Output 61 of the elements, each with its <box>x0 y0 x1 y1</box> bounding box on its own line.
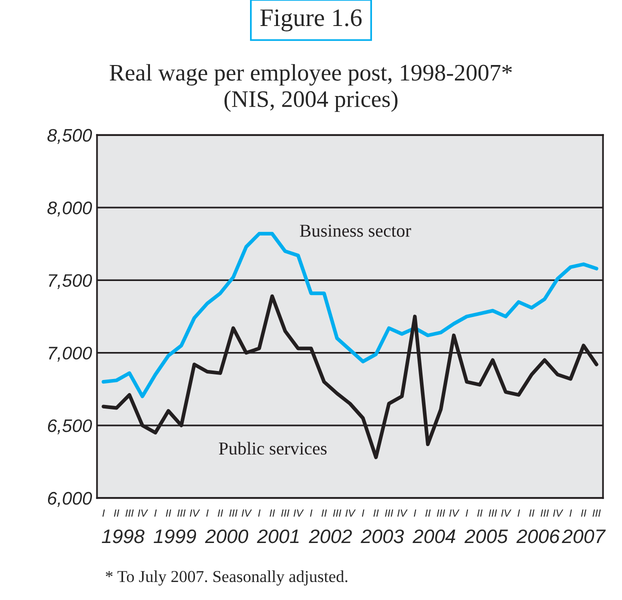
x-tick-label: IV <box>294 509 304 517</box>
x-tick-label: III <box>281 509 290 517</box>
x-tick-label: I <box>414 509 416 517</box>
x-tick-label: III <box>540 509 549 517</box>
y-tick-label: 6,500 <box>48 419 92 434</box>
line-series <box>102 294 598 460</box>
x-tick-label: II <box>166 509 172 517</box>
x-tick-label: II <box>218 509 224 517</box>
x-tick-label: III <box>436 509 446 517</box>
text: 2001 <box>256 529 299 544</box>
text: 2000 <box>205 529 248 544</box>
y-tick-label: 6,000 <box>48 492 92 507</box>
x-tick-label: II <box>477 509 483 517</box>
x-tick-label: IV <box>242 509 252 517</box>
x-tick-label: II <box>114 509 120 517</box>
text: 2002 <box>308 529 352 544</box>
x-tick-label: III <box>126 509 134 517</box>
chart-subtitle: Real wage per employee post, 1998-2007* (NIS, 2004 prices) <box>110 64 512 112</box>
x-tick-label: I <box>362 509 364 517</box>
text: 2005 <box>464 529 508 544</box>
y-tick-label: 8,500 <box>47 128 92 144</box>
text: * To July 2007. Seasonally adjusted. <box>106 570 348 586</box>
x-tick-label: I <box>154 509 157 517</box>
x-tick-label: II <box>270 509 275 517</box>
x-tick-label: I <box>466 509 468 517</box>
x-tick-label: II <box>581 509 586 517</box>
series-label: Business sector <box>300 224 412 237</box>
x-tick-label: IV <box>190 509 200 517</box>
y-tick-label: 8,000 <box>47 202 92 216</box>
text: Public services <box>218 442 327 455</box>
x-tick-label: III <box>333 509 342 517</box>
x-tick-label: II <box>425 509 431 517</box>
x-tick-label: II <box>529 509 534 517</box>
x-tick-label: III <box>488 509 497 517</box>
x-tick-label: I <box>258 509 261 517</box>
x-tick-label: III <box>229 509 238 517</box>
text: 1998 <box>102 529 144 544</box>
chart-title: Figure 1.6 <box>260 9 362 32</box>
x-tick-label: I <box>206 509 209 517</box>
x-tick-label: II <box>373 509 379 517</box>
x-tick-label: III <box>177 509 186 517</box>
y-tick-label: 7,000 <box>48 346 92 362</box>
text: 2004 <box>412 529 456 544</box>
x-tick-label: I <box>102 509 105 517</box>
text: 2003 <box>360 529 404 544</box>
x-tick-label: II <box>322 509 327 517</box>
text: 2006 <box>516 529 560 544</box>
x-tick-label: IV <box>138 509 148 517</box>
x-tick-label: IV <box>501 509 512 517</box>
x-tick-label: IV <box>553 509 564 517</box>
x-tick-label: I <box>310 509 312 517</box>
x-tick-label: IV <box>449 509 460 517</box>
x-tick-label: III <box>592 509 601 517</box>
x-tick-label: I <box>518 509 520 517</box>
x-tick-label: IV <box>397 509 408 517</box>
x-tick-label: I <box>570 509 572 517</box>
x-tick-label: III <box>384 509 394 517</box>
y-tick-label: 7,500 <box>48 274 92 290</box>
text: 2007 <box>562 529 606 544</box>
text: 1999 <box>154 529 196 544</box>
x-tick-label: IV <box>345 509 356 517</box>
